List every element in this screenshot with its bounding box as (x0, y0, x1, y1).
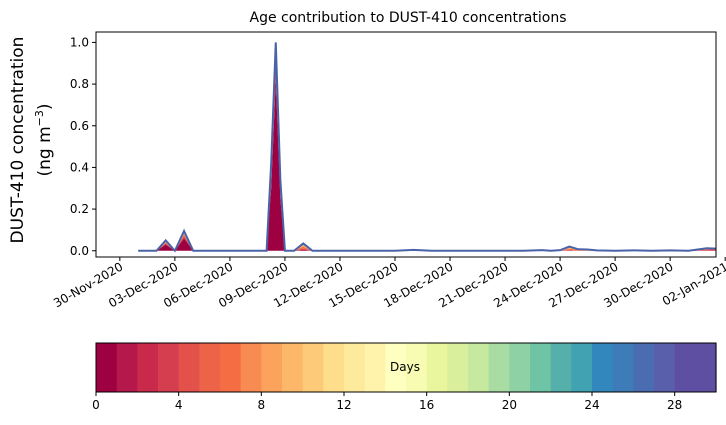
colorbar-swatch (488, 343, 510, 392)
colorbar-swatch (385, 343, 407, 392)
colorbar-swatch (530, 343, 552, 392)
colorbar-tick-label: 16 (419, 398, 434, 412)
y-tick-label: 1.0 (70, 35, 89, 49)
area-series-4 (138, 48, 716, 251)
x-axis: 30-Nov-202003-Dec-202006-Dec-202009-Dec-… (51, 257, 726, 310)
chart-title: Age contribution to DUST-410 concentrati… (250, 10, 567, 26)
y-axis-title: DUST-410 concentration (ng m−3) (8, 37, 55, 244)
colorbar-tick-label: 12 (336, 398, 351, 412)
colorbar-swatch (447, 343, 469, 392)
y-tick-label: 0.8 (70, 77, 89, 91)
colorbar-swatch (468, 343, 490, 392)
colorbar-tick-label: 0 (92, 398, 100, 412)
colorbar-tick-label: 4 (175, 398, 183, 412)
colorbar-swatch (571, 343, 593, 392)
area-series-3 (138, 52, 716, 251)
y-axis-title-line2: (ng m−3) (33, 103, 55, 176)
y-axis-title-line1: DUST-410 concentration (8, 37, 28, 244)
colorbar-swatch (509, 343, 531, 392)
colorbar-swatch (178, 343, 200, 392)
colorbar-swatch (592, 343, 614, 392)
colorbar-tick-label: 24 (584, 398, 599, 412)
colorbar-swatch (674, 343, 696, 392)
y-tick-label: 0.6 (70, 119, 89, 133)
colorbar-swatch (344, 343, 366, 392)
colorbar-swatch (612, 343, 634, 392)
colorbar-label: Days (390, 360, 420, 374)
y-tick-label: 0.0 (70, 244, 89, 258)
colorbar-tick-label: 28 (667, 398, 682, 412)
area-series-2 (138, 63, 716, 251)
colorbar-swatch (633, 343, 655, 392)
colorbar-swatch (199, 343, 221, 392)
colorbar-frame (95, 342, 717, 393)
total-concentration-line (138, 42, 716, 253)
colorbar-tick-label: 8 (258, 398, 266, 412)
colorbar-ticks: 0 4 8 12 16 20 24 28 (92, 392, 682, 412)
area-series-5 (138, 42, 716, 251)
colorbar-tick-label: 20 (502, 398, 517, 412)
y-tick-label: 0.2 (70, 202, 89, 216)
colorbar-swatch (654, 343, 676, 392)
area-series-1 (138, 79, 716, 251)
colorbar-swatch (364, 343, 386, 392)
colorbar-swatch (406, 343, 428, 392)
colorbar-swatch (550, 343, 572, 392)
stacked-areas (138, 42, 716, 251)
plot-frame (95, 31, 717, 258)
colorbar-swatch (240, 343, 262, 392)
colorbar-swatch (426, 343, 448, 392)
colorbar-swatch (261, 343, 283, 392)
y-tick-label: 0.4 (70, 160, 89, 174)
colorbar-swatch (96, 343, 118, 392)
colorbar-swatch (302, 343, 324, 392)
colorbar-swatch (695, 343, 717, 392)
colorbar-swatch (116, 343, 138, 392)
colorbar-swatch (158, 343, 180, 392)
colorbar-swatch (323, 343, 345, 392)
colorbar (96, 343, 717, 392)
y-axis: 0.0 0.2 0.4 0.6 0.8 1.0 (70, 35, 96, 258)
colorbar-swatch (137, 343, 159, 392)
colorbar-swatch (282, 343, 304, 392)
colorbar-swatch (220, 343, 242, 392)
